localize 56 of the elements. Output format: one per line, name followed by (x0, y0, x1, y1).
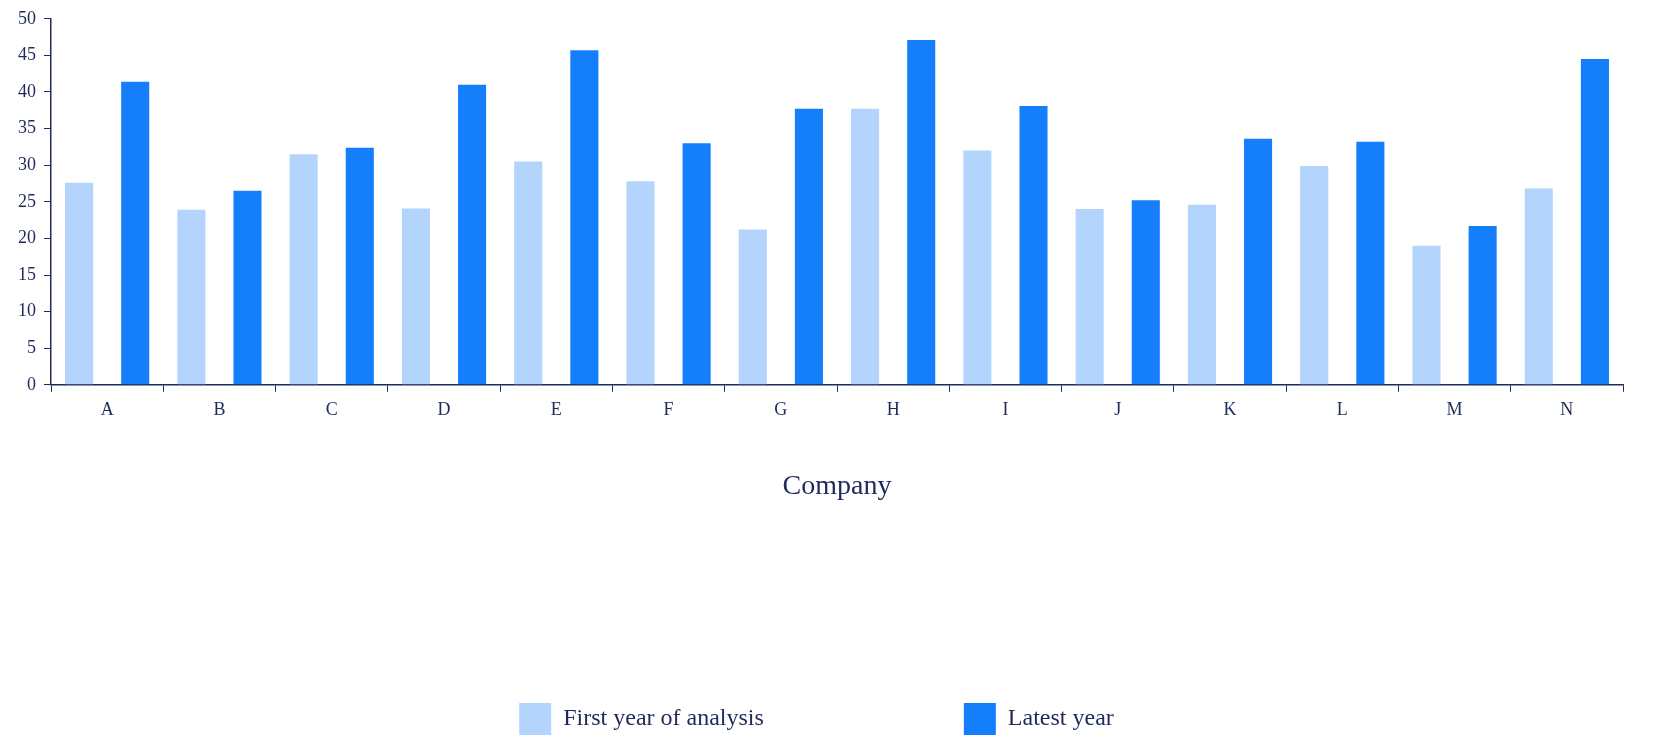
y-tick-label: 25 (18, 190, 36, 211)
x-tick-label: G (774, 399, 788, 420)
y-tick-label: 5 (27, 336, 36, 357)
bar (1580, 59, 1609, 385)
bar (1412, 245, 1441, 385)
x-tick-label: N (1560, 399, 1574, 420)
x-tick-label: A (100, 399, 114, 420)
bar (738, 229, 767, 385)
y-tick-label: 15 (18, 263, 36, 284)
bar (177, 209, 206, 385)
bar (794, 108, 823, 385)
bar (1244, 138, 1273, 385)
bar (570, 50, 599, 385)
y-tick-label: 10 (18, 300, 36, 321)
x-tick-label: L (1336, 399, 1348, 420)
bar (963, 150, 992, 385)
legend-label: First year of analysis (563, 704, 764, 731)
x-axis-title: Company (782, 468, 892, 500)
x-tick-label: E (550, 399, 562, 420)
bar (851, 108, 880, 385)
bar (65, 182, 94, 385)
x-tick-label: F (663, 399, 674, 420)
bar (514, 161, 543, 385)
bar (1524, 188, 1553, 385)
x-tick-label: J (1114, 399, 1122, 420)
bar (907, 40, 936, 385)
y-tick-label: 35 (18, 117, 36, 138)
bar (458, 84, 487, 385)
bar (345, 147, 374, 385)
x-tick-label: H (886, 399, 900, 420)
bar (1356, 141, 1385, 385)
bar (626, 181, 655, 385)
bar (121, 81, 150, 385)
legend-label: Latest year (1007, 704, 1114, 731)
x-tick-label: B (213, 399, 226, 420)
bar (289, 154, 318, 385)
y-tick-label: 30 (18, 153, 36, 174)
bar (1131, 200, 1160, 385)
y-tick-label: 45 (18, 44, 36, 65)
y-tick-label: 20 (18, 227, 36, 248)
x-tick-label: M (1446, 399, 1463, 420)
x-tick-label: C (325, 399, 338, 420)
bar (1300, 165, 1329, 385)
y-tick-label: 0 (27, 373, 36, 394)
bar (401, 208, 430, 385)
y-tick-label: 50 (18, 7, 36, 28)
x-tick-label: D (437, 399, 451, 420)
x-tick-label: K (1223, 399, 1237, 420)
bar (1019, 105, 1048, 385)
bar (233, 190, 262, 385)
bar (682, 143, 711, 385)
bar (1075, 209, 1104, 385)
bar (1468, 225, 1497, 385)
y-tick-label: 40 (18, 80, 36, 101)
x-tick-label: I (1002, 399, 1009, 420)
bar (1187, 204, 1216, 385)
